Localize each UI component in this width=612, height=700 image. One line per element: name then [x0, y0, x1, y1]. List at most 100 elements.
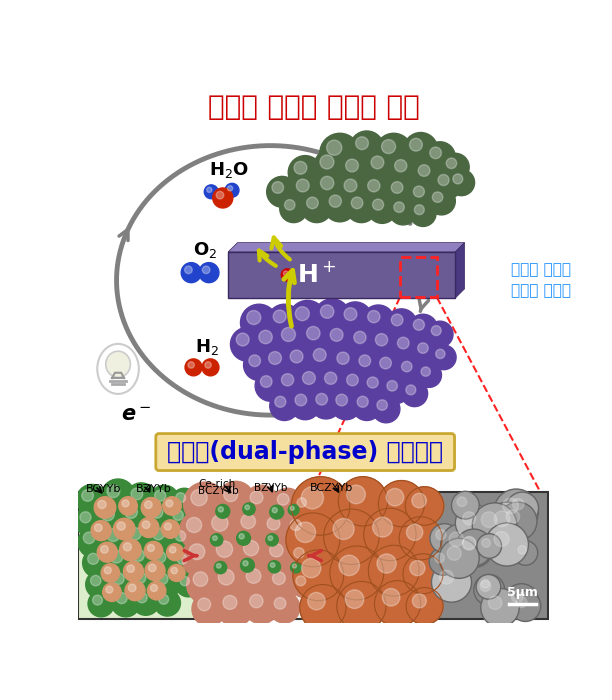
Circle shape — [101, 479, 135, 513]
Text: 프로톤 전도성
세라믹 전해질: 프로톤 전도성 세라믹 전해질 — [511, 262, 571, 298]
Circle shape — [399, 517, 442, 560]
Circle shape — [176, 572, 201, 597]
Circle shape — [368, 194, 397, 223]
Circle shape — [401, 361, 412, 372]
Circle shape — [313, 148, 351, 186]
Circle shape — [243, 503, 255, 515]
Circle shape — [293, 494, 318, 518]
Circle shape — [386, 489, 404, 506]
Circle shape — [250, 491, 263, 504]
Circle shape — [95, 501, 130, 537]
Circle shape — [307, 197, 318, 209]
Circle shape — [513, 540, 538, 566]
Circle shape — [107, 485, 120, 498]
Circle shape — [282, 269, 294, 281]
Circle shape — [101, 508, 114, 521]
Circle shape — [295, 394, 307, 406]
Circle shape — [386, 176, 417, 207]
Circle shape — [266, 533, 278, 546]
Circle shape — [91, 521, 111, 540]
Circle shape — [124, 522, 156, 554]
Circle shape — [441, 153, 469, 181]
Circle shape — [485, 523, 529, 566]
Circle shape — [150, 485, 179, 514]
Circle shape — [408, 181, 438, 210]
Circle shape — [139, 517, 159, 538]
Circle shape — [441, 524, 482, 566]
Circle shape — [297, 498, 307, 508]
Circle shape — [319, 367, 351, 399]
Circle shape — [340, 153, 374, 187]
Circle shape — [88, 591, 114, 617]
Circle shape — [324, 509, 379, 564]
Circle shape — [488, 596, 502, 610]
Circle shape — [180, 576, 189, 586]
Circle shape — [270, 391, 299, 421]
Circle shape — [375, 133, 412, 170]
Circle shape — [455, 529, 492, 566]
Circle shape — [379, 357, 392, 369]
Circle shape — [401, 381, 428, 407]
Circle shape — [346, 485, 365, 504]
Text: e$^-$: e$^-$ — [121, 405, 151, 426]
Circle shape — [397, 356, 425, 384]
Polygon shape — [455, 243, 465, 298]
Circle shape — [377, 400, 387, 410]
Circle shape — [371, 156, 384, 169]
Circle shape — [78, 526, 109, 557]
Circle shape — [133, 571, 146, 584]
Circle shape — [244, 588, 279, 624]
Circle shape — [132, 587, 160, 615]
Circle shape — [145, 561, 165, 581]
Circle shape — [375, 581, 420, 627]
Circle shape — [320, 133, 360, 174]
Circle shape — [512, 591, 523, 603]
Circle shape — [187, 517, 202, 533]
Circle shape — [151, 507, 163, 518]
Circle shape — [191, 489, 207, 506]
Circle shape — [270, 505, 283, 519]
Circle shape — [192, 592, 226, 626]
Circle shape — [494, 489, 539, 533]
Circle shape — [368, 180, 380, 192]
Circle shape — [410, 561, 425, 575]
Circle shape — [412, 594, 427, 608]
Circle shape — [283, 271, 288, 276]
Circle shape — [173, 510, 184, 520]
Circle shape — [316, 393, 327, 405]
Circle shape — [513, 498, 524, 510]
Circle shape — [405, 486, 444, 525]
Circle shape — [389, 154, 422, 186]
Circle shape — [182, 537, 223, 578]
Circle shape — [447, 546, 461, 560]
Circle shape — [268, 561, 280, 573]
Circle shape — [291, 571, 318, 598]
Circle shape — [481, 588, 519, 627]
Circle shape — [125, 505, 138, 519]
Circle shape — [315, 170, 350, 206]
Circle shape — [272, 572, 285, 584]
Circle shape — [119, 539, 141, 561]
Circle shape — [354, 350, 384, 381]
Circle shape — [101, 545, 108, 553]
Circle shape — [293, 564, 296, 568]
Circle shape — [244, 485, 278, 519]
Circle shape — [241, 514, 256, 528]
Circle shape — [428, 187, 455, 215]
Circle shape — [272, 489, 303, 519]
Circle shape — [472, 503, 517, 547]
Circle shape — [171, 489, 198, 514]
Circle shape — [438, 174, 449, 186]
Circle shape — [410, 200, 436, 227]
Circle shape — [94, 524, 102, 531]
Circle shape — [413, 186, 425, 197]
Circle shape — [357, 396, 368, 407]
Circle shape — [432, 192, 443, 202]
Circle shape — [494, 511, 510, 526]
Circle shape — [375, 334, 387, 346]
Circle shape — [413, 160, 444, 190]
Circle shape — [297, 366, 330, 400]
Circle shape — [427, 321, 453, 347]
Circle shape — [320, 155, 334, 169]
Circle shape — [310, 388, 341, 419]
